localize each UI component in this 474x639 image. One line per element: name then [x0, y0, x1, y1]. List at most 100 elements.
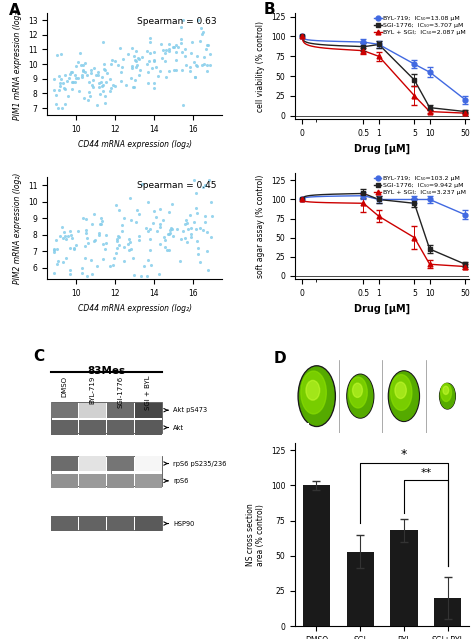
- Point: [131, 56, 138, 66]
- Point: [135, 70, 143, 80]
- Point: [61, 227, 68, 237]
- Point: [166, 43, 173, 54]
- Point: [86, 91, 93, 102]
- Point: [83, 70, 91, 80]
- Point: [79, 70, 86, 81]
- Point: [106, 261, 113, 271]
- Point: [77, 59, 85, 70]
- Ellipse shape: [439, 383, 456, 409]
- Point: [91, 63, 98, 73]
- Point: [84, 238, 92, 248]
- Point: [181, 233, 188, 243]
- Bar: [346, 551, 374, 626]
- Point: [82, 225, 90, 235]
- Bar: [51, 456, 78, 471]
- Point: [163, 245, 171, 255]
- Point: [135, 53, 142, 63]
- Point: [50, 268, 57, 279]
- Point: [127, 73, 135, 84]
- Point: [128, 43, 136, 53]
- Point: [72, 70, 79, 80]
- Point: [186, 62, 194, 72]
- Point: [125, 234, 133, 244]
- Point: [130, 270, 138, 281]
- Point: [201, 211, 209, 221]
- Point: [201, 217, 209, 227]
- Point: [63, 253, 70, 263]
- Point: [148, 63, 156, 73]
- Point: [176, 256, 183, 266]
- Point: [143, 59, 151, 69]
- Point: [96, 219, 103, 229]
- Ellipse shape: [353, 383, 363, 397]
- Point: [196, 258, 204, 268]
- Point: [126, 192, 134, 203]
- Point: [101, 243, 109, 254]
- Point: [66, 226, 73, 236]
- Point: [82, 214, 90, 224]
- Point: [179, 100, 187, 110]
- Point: [132, 56, 140, 66]
- Point: [128, 63, 136, 73]
- Point: [50, 247, 58, 257]
- Point: [172, 65, 180, 75]
- Point: [78, 72, 86, 82]
- Point: [100, 64, 108, 74]
- Point: [136, 65, 144, 75]
- Point: [146, 233, 154, 243]
- Point: [85, 95, 92, 105]
- Point: [101, 98, 109, 108]
- Point: [178, 34, 185, 44]
- Point: [54, 256, 62, 266]
- Point: [146, 33, 154, 43]
- Text: A: A: [9, 3, 21, 17]
- Point: [98, 72, 105, 82]
- Point: [194, 249, 201, 259]
- Point: [183, 236, 191, 247]
- Point: [172, 40, 180, 50]
- Point: [126, 245, 133, 255]
- Y-axis label: cell viability (% control): cell viability (% control): [256, 20, 265, 112]
- Point: [172, 47, 180, 57]
- Point: [118, 76, 125, 86]
- Point: [133, 59, 140, 70]
- Point: [110, 252, 118, 263]
- Point: [132, 46, 139, 56]
- Point: [177, 234, 184, 244]
- Point: [73, 72, 80, 82]
- Point: [199, 182, 207, 192]
- Point: [133, 205, 140, 215]
- Point: [201, 180, 209, 190]
- Bar: [107, 456, 134, 471]
- Point: [96, 228, 103, 238]
- Point: [187, 48, 194, 58]
- Point: [99, 36, 106, 47]
- Text: rpS6 pS235/236: rpS6 pS235/236: [173, 461, 226, 466]
- Text: SGI-1776: SGI-1776: [117, 376, 123, 408]
- Point: [79, 60, 87, 70]
- Point: [96, 230, 103, 240]
- Bar: [135, 516, 162, 531]
- Ellipse shape: [390, 372, 418, 420]
- Point: [137, 271, 145, 281]
- Point: [190, 217, 197, 227]
- Point: [55, 71, 63, 81]
- Point: [90, 235, 98, 245]
- Point: [177, 38, 184, 48]
- Point: [79, 65, 86, 75]
- X-axis label: Drug [μM]: Drug [μM]: [354, 144, 410, 154]
- Point: [85, 77, 93, 87]
- Point: [136, 235, 143, 245]
- Point: [89, 75, 97, 85]
- Text: HSP90: HSP90: [173, 521, 194, 527]
- Y-axis label: PIM2 mRNA expression (log₂): PIM2 mRNA expression (log₂): [13, 173, 22, 284]
- Point: [156, 238, 164, 249]
- Bar: [51, 456, 162, 486]
- Point: [155, 268, 163, 279]
- Point: [108, 56, 115, 66]
- Point: [55, 84, 63, 95]
- Point: [66, 265, 73, 275]
- Y-axis label: PIM1 mRNA expression (log₂): PIM1 mRNA expression (log₂): [13, 8, 22, 119]
- Point: [78, 268, 86, 278]
- Y-axis label: soft agar assay (% control): soft agar assay (% control): [256, 174, 265, 278]
